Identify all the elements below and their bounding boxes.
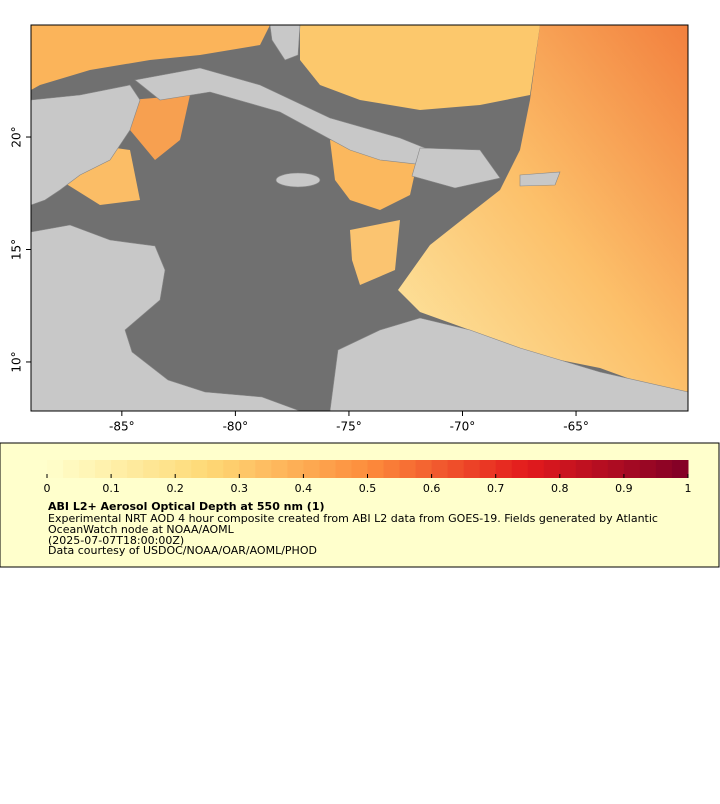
colorbar-step [639, 460, 657, 478]
land [30, 84, 141, 206]
x-tick-label: -65° [563, 420, 589, 434]
colorbar-step [319, 460, 336, 478]
colorbar-step [495, 460, 513, 478]
colorbar-tick-label: 0.7 [487, 482, 505, 495]
colorbar-step [351, 460, 368, 478]
colorbar-step [447, 460, 465, 478]
y-tick-label: 10° [10, 351, 24, 372]
colorbar-step [79, 460, 96, 478]
land [30, 224, 301, 412]
colorbar-tick-label: 1 [685, 482, 692, 495]
colorbar-tick-label: 0.4 [295, 482, 313, 495]
colorbar-step [335, 460, 352, 478]
colorbar-step [207, 460, 224, 478]
legend-line: Experimental NRT AOD 4 hour composite cr… [48, 512, 658, 525]
aerosol-field [350, 220, 400, 285]
colorbar-step [47, 460, 64, 478]
colorbar-step [511, 460, 529, 478]
aerosol-field [300, 25, 540, 110]
colorbar-tick-label: 0.8 [551, 482, 569, 495]
colorbar-step [415, 460, 433, 478]
x-tick-label: -80° [223, 420, 249, 434]
colorbar-step [479, 460, 497, 478]
colorbar-tick-label: 0.1 [102, 482, 120, 495]
legend-line: OceanWatch node at NOAA/AOML [48, 523, 235, 536]
colorbar-step [191, 460, 208, 478]
colorbar-tick-label: 0.3 [231, 482, 249, 495]
land [519, 171, 561, 187]
colorbar-step [63, 460, 80, 478]
x-tick-label: -70° [450, 420, 476, 434]
colorbar-step [543, 460, 561, 478]
y-tick-label: 15° [10, 239, 24, 260]
colorbar-step [303, 460, 320, 478]
colorbar-step [175, 460, 192, 478]
land [275, 172, 321, 188]
x-tick-label: -85° [109, 420, 135, 434]
colorbar-step [271, 460, 288, 478]
colorbar-step [623, 460, 641, 478]
aerosol-field [398, 25, 688, 400]
colorbar-step [655, 460, 673, 478]
map [30, 24, 689, 412]
colorbar-step [95, 460, 112, 478]
colorbar-step [287, 460, 304, 478]
aerosol-field [31, 25, 270, 90]
colorbar-step [399, 460, 417, 478]
y-tick-label: 20° [10, 126, 24, 147]
colorbar-tick-label: 0.9 [615, 482, 633, 495]
map-frame [30, 24, 689, 412]
colorbar-step [159, 460, 176, 478]
colorbar-step [367, 460, 385, 478]
legend-line: (2025-07-07T18:00:00Z) [48, 534, 184, 547]
colorbar-step [239, 460, 256, 478]
colorbar-step [527, 460, 545, 478]
colorbar-step [383, 460, 401, 478]
colorbar-tick-label: 0 [44, 482, 51, 495]
colorbar-step [463, 460, 481, 478]
colorbar-tick-label: 0.5 [359, 482, 377, 495]
colorbar-step [671, 460, 689, 478]
colorbar-step [591, 460, 609, 478]
colorbar-step [575, 460, 593, 478]
aerosol-field [130, 95, 190, 160]
x-tick-label: -75° [336, 420, 362, 434]
colorbar-step [111, 460, 128, 478]
colorbar-tick-label: 0.2 [166, 482, 184, 495]
legend-title: ABI L2+ Aerosol Optical Depth at 550 nm … [48, 500, 325, 513]
colorbar-step [431, 460, 449, 478]
land [411, 147, 501, 189]
colorbar-step [143, 460, 160, 478]
colorbar-step [559, 460, 577, 478]
colorbar-step [255, 460, 272, 478]
legend-line: Data courtesy of USDOC/NOAA/OAR/AOML/PHO… [48, 544, 317, 557]
colorbar-step [127, 460, 144, 478]
colorbar-step [223, 460, 240, 478]
colorbar-tick-label: 0.6 [423, 482, 441, 495]
colorbar-step [607, 460, 625, 478]
